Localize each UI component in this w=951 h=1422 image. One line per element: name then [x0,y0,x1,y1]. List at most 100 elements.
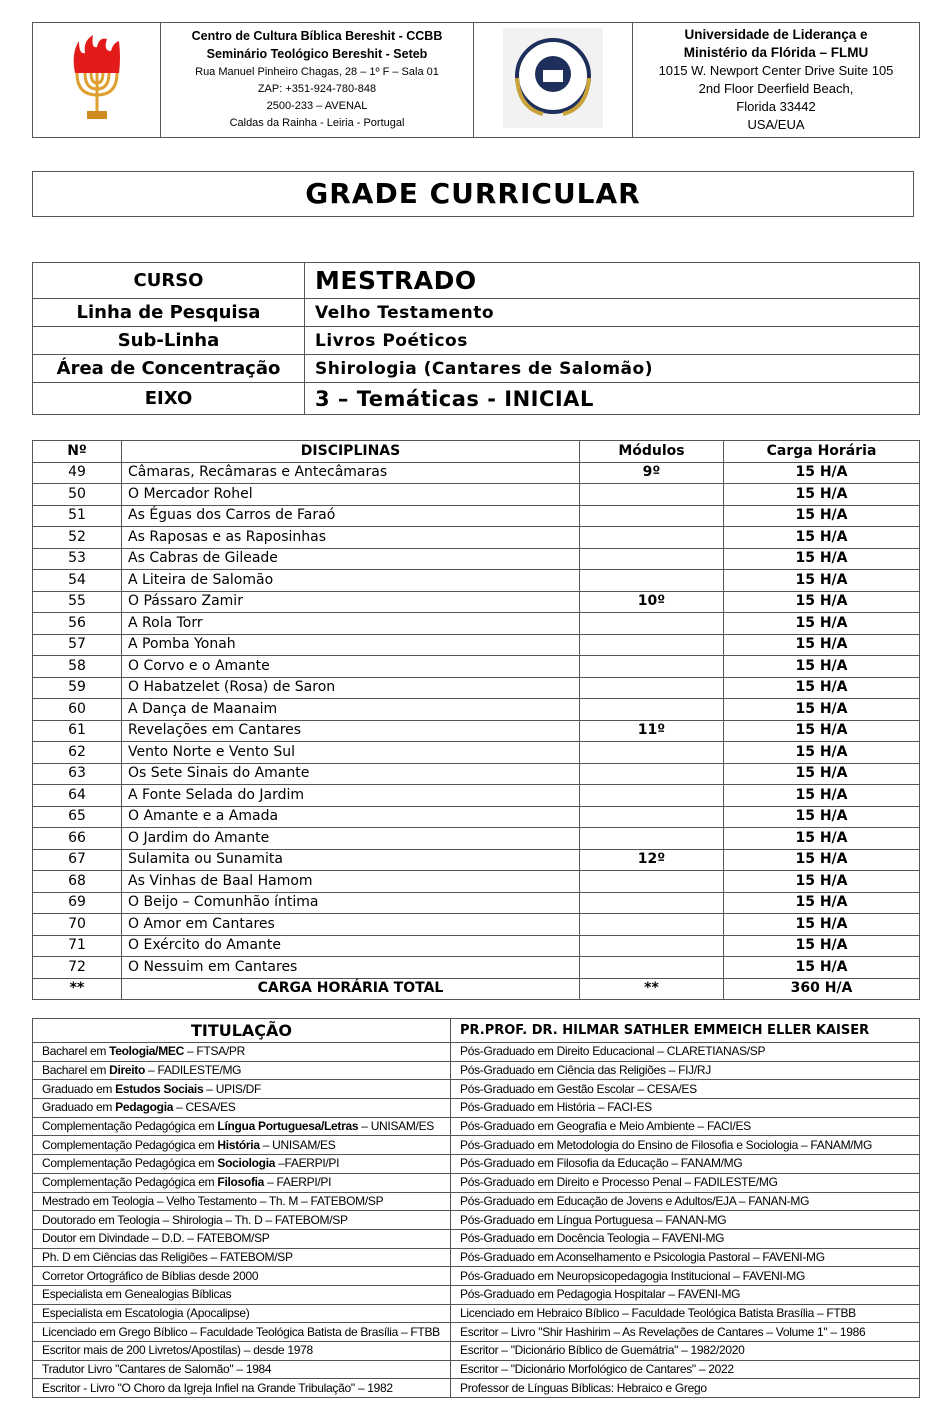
credential-right: Pós-Graduado em Pedagogia Hospitalar – F… [450,1284,920,1305]
flmu-address: 1015 W. Newport Center Drive Suite 105 [658,63,894,78]
credential-text: Especialista em Escatologia (Apocalipse) [42,1305,250,1320]
table-row: 71 O Exército do Amante 15 H/A [32,934,920,957]
titulacao-table: TITULAÇÃO PR.PROF. DR. HILMAR SATHLER EMM… [32,1018,920,1399]
discipline-name: Os Sete Sinais do Amante [121,762,580,785]
row-number: 62 [32,741,122,764]
row-number: 63 [32,762,122,785]
credential-row: Doutor em Divindade – D.D. – FATEBOM/SP P… [32,1228,920,1249]
credential-institution: – FADILESTE/MG [145,1063,242,1078]
table-row: 69 O Beijo – Comunhão íntima 15 H/A [32,891,920,914]
credential-right: Pós-Graduado em Direito e Processo Penal… [450,1172,920,1193]
row-number: 59 [32,676,122,699]
workload: 15 H/A [723,762,920,785]
credential-right: Escritor – Livro "Shir Hashirim – As Rev… [450,1322,920,1342]
credential-field: Sociologia [217,1156,276,1171]
menorah-logo-cell [32,22,161,138]
credential-left: Doutor em Divindade – D.D. – FATEBOM/SP [32,1228,451,1249]
workload: 15 H/A [723,719,920,742]
table-row: 50 O Mercador Rohel 15 H/A [32,483,920,506]
credential-left: Escritor - Livro "O Choro da Igreja Infi… [32,1378,451,1399]
university-logo-cell [473,22,633,138]
course-row: EIXO 3 – Temáticas - INICIAL [32,382,920,415]
credential-text: Complementação Pedagógica em [42,1156,218,1171]
credential-right: Pós-Graduado em Neuropsicopedagogia Inst… [450,1266,920,1286]
credential-institution: – FTSA/PR [183,1044,245,1059]
total-cell: 360 H/A [723,977,920,1000]
credential-right: Pós-Graduado em Ciência das Religiões – … [450,1060,920,1081]
flmu-name-1: Universidade de Liderança e [684,27,868,42]
credential-left: Licenciado em Grego Bíblico – Faculdade … [32,1322,451,1342]
flmu-state: Florida 33442 [736,99,816,114]
table-row: 66 O Jardim do Amante 15 H/A [32,827,920,850]
workload: 15 H/A [723,483,920,506]
credential-text: Escritor mais de 200 Livretos/Apostilas)… [42,1343,313,1358]
credential-text: Bacharel em [42,1063,110,1078]
ccbb-info: Centro de Cultura Bíblica Bereshit - CCB… [160,22,474,138]
row-number: 68 [32,870,122,893]
discipline-name: A Dança de Maanaim [121,698,580,721]
credential-text: Complementação Pedagógica em [42,1137,218,1152]
module: 11º [579,719,724,742]
discipline-name: O Corvo e o Amante [121,655,580,678]
module [579,633,724,656]
total-cell: ** [579,977,724,1000]
row-number: 64 [32,784,122,807]
credential-right: Licenciado em Hebraico Bíblico – Faculda… [450,1303,920,1324]
credential-field: Estudos Sociais [115,1081,204,1096]
workload: 15 H/A [723,956,920,979]
column-header: Nº [32,440,122,463]
table-row: 53 As Cabras de Gileade 15 H/A [32,547,920,570]
credential-field: História [217,1137,260,1152]
credential-text: Doutor em Divindade – D.D. – FATEBOM/SP [42,1231,270,1246]
discipline-name: O Exército do Amante [121,934,580,957]
credential-row: Especialista em Escatologia (Apocalipse)… [32,1303,920,1324]
discipline-name: O Amante e a Amada [121,805,580,828]
titulacao-heading: TITULAÇÃO [32,1018,451,1043]
table-row: 55 O Pássaro Zamir 10º 15 H/A [32,590,920,613]
credential-text: Especialista em Genealogias Bíblicas [42,1287,232,1302]
table-row: 67 Sulamita ou Sunamita 12º 15 H/A [32,848,920,871]
row-number: 71 [32,934,122,957]
workload: 15 H/A [723,891,920,914]
credential-right: Pós-Graduado em Gestão Escolar – CESA/ES [450,1079,920,1100]
row-number: 66 [32,827,122,850]
credential-left: Graduado em Estudos Sociais – UPIS/DF [32,1079,451,1100]
module [579,698,724,721]
credential-left: Tradutor Livro "Cantares de Salomão" – 1… [32,1359,451,1380]
course-table: CURSO MESTRADO Linha de Pesquisa Velho Test… [32,262,920,415]
row-number: 55 [32,590,122,613]
table-row: 62 Vento Norte e Vento Sul 15 H/A [32,741,920,764]
credential-left: Bacharel em Direito – FADILESTE/MG [32,1060,451,1081]
credential-institution: – CESA/ES [173,1100,236,1115]
credential-row: Bacharel em Direito – FADILESTE/MG Pós-Gr… [32,1060,920,1081]
discipline-name: Revelações em Cantares [121,719,580,742]
credential-row: Complementação Pedagógica em História – … [32,1135,920,1156]
ccbb-address: Rua Manuel Pinheiro Chagas, 28 – 1º F – … [195,66,439,78]
credential-text: Mestrado em Teologia – Velho Testamento … [42,1193,384,1208]
module [579,956,724,979]
row-number: 54 [32,569,122,592]
total-row: ** CARGA HORÁRIA TOTAL ** 360 H/A [32,977,920,1000]
disciplines-table: Nº DISCIPLINAS Módulos Carga Horária 49 Câmar… [32,440,920,1000]
credential-row: Graduado em Pedagogia – CESA/ES Pós-Gradu… [32,1098,920,1118]
table-row: 64 A Fonte Selada do Jardim 15 H/A [32,784,920,807]
workload: 15 H/A [723,848,920,871]
credential-text: Ph. D em Ciências das Religiões – FATEBO… [42,1249,293,1264]
credential-right: Pós-Graduado em História – FACI-ES [450,1098,920,1118]
credential-row: Tradutor Livro "Cantares de Salomão" – 1… [32,1359,920,1380]
discipline-name: As Raposas e as Raposinhas [121,526,580,549]
discipline-name: O Beijo – Comunhão íntima [121,891,580,914]
column-header: Módulos [579,440,724,463]
discipline-name: A Rola Torr [121,612,580,635]
module [579,762,724,785]
module [579,526,724,549]
discipline-name: Câmaras, Recâmaras e Antecâmaras [121,461,580,484]
university-seal-logo-icon [503,28,603,128]
credential-left: Doutorado em Teologia – Shirologia – Th.… [32,1210,451,1230]
credential-row: Mestrado em Teologia – Velho Testamento … [32,1191,920,1212]
discipline-name: O Mercador Rohel [121,483,580,506]
menorah-flame-logo-icon [73,35,120,119]
course-value: MESTRADO [304,262,920,299]
credential-row: Complementação Pedagógica em Língua Port… [32,1116,920,1137]
table-row: 57 A Pomba Yonah 15 H/A [32,633,920,656]
